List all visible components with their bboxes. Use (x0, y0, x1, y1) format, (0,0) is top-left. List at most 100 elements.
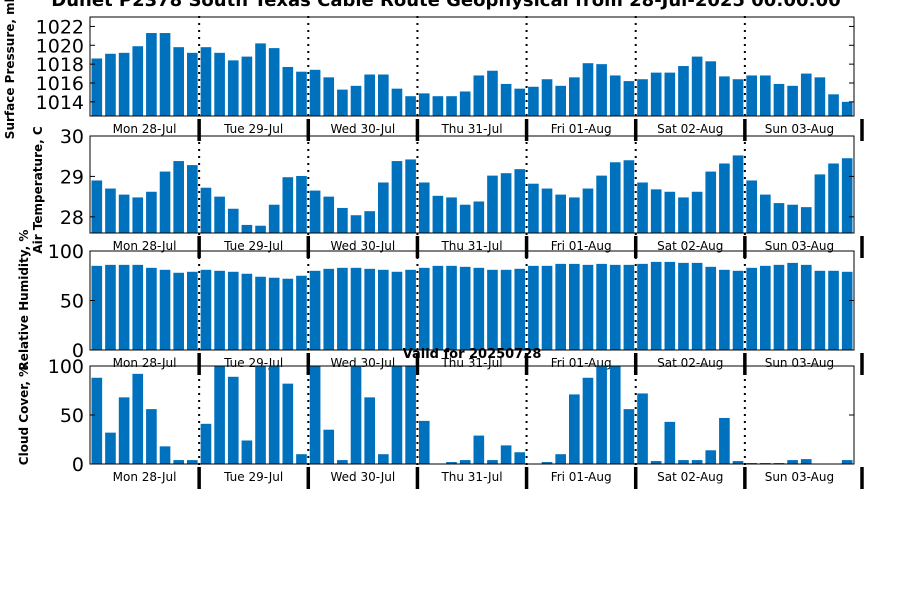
bar (787, 460, 798, 464)
y-tick-label: 30 (60, 126, 84, 148)
bar (350, 85, 362, 116)
bar (118, 52, 130, 116)
x-tick-label: Tue 29-Jul (223, 239, 283, 253)
bar (732, 155, 744, 233)
x-tick-label: Sun 03-Aug (765, 470, 834, 484)
bar (200, 423, 212, 464)
x-tick-label: Mon 28-Jul (113, 122, 177, 136)
bar (227, 60, 239, 116)
bar (268, 48, 280, 116)
bar (173, 272, 184, 350)
bar (623, 160, 635, 233)
bar (132, 197, 144, 233)
bar (569, 263, 580, 350)
bar (187, 52, 198, 116)
bar (487, 175, 498, 233)
x-tick-label: Fri 01-Aug (551, 239, 612, 253)
bar (664, 261, 676, 350)
x-tick-label: Wed 30-Jul (330, 470, 395, 484)
y-axis-label: Air Temperature, C (31, 126, 45, 254)
bar (91, 377, 103, 464)
bar (296, 454, 307, 464)
x-tick-label: Fri 01-Aug (551, 470, 612, 484)
bar (814, 77, 826, 116)
bar (146, 409, 157, 464)
bar (828, 163, 839, 233)
bar (391, 366, 403, 464)
bar (800, 264, 812, 350)
bar (732, 79, 744, 116)
bar (609, 264, 621, 350)
y-tick-label: 0 (72, 454, 84, 476)
bar (623, 81, 635, 116)
x-tick-label: Sun 03-Aug (765, 239, 834, 253)
bar (309, 190, 321, 233)
bar (227, 208, 239, 233)
bar (446, 265, 457, 350)
bar (487, 70, 498, 116)
bar (105, 264, 116, 350)
bar (391, 161, 403, 233)
bar (541, 265, 553, 350)
bar (596, 263, 607, 350)
bar (432, 96, 444, 116)
bar (800, 459, 812, 464)
bar (773, 83, 785, 116)
bar (268, 277, 280, 350)
figure-title: Dunet P2378 South Texas Cable Route Geop… (51, 0, 840, 11)
x-tick-label: Thu 31-Jul (440, 122, 502, 136)
bar (841, 158, 853, 233)
bar (528, 265, 539, 350)
bar (650, 189, 662, 233)
bar (787, 85, 798, 116)
bar (596, 366, 607, 464)
bar (569, 77, 580, 116)
bar (719, 269, 730, 350)
chart-panel-4: 0 50 100 Mon 28-Jul Tue 29-Jul Wed 30-Jul Thu … (17, 356, 864, 489)
y-tick-label: 28 (60, 207, 84, 229)
y-tick-label: 100 (48, 356, 84, 378)
bar (746, 267, 757, 350)
bar (691, 191, 703, 233)
bar (378, 454, 389, 464)
x-tick-label: Tue 29-Jul (223, 470, 283, 484)
bar (296, 176, 307, 233)
bar (200, 187, 212, 233)
bar (350, 366, 362, 464)
bar (650, 461, 662, 464)
bar (609, 75, 621, 116)
bar (664, 72, 676, 116)
bar (337, 89, 348, 116)
bar (432, 195, 444, 233)
y-tick-label: 50 (60, 291, 84, 313)
bar (91, 58, 103, 116)
bar (173, 460, 184, 464)
bar (418, 267, 430, 350)
bar (323, 268, 335, 350)
bar (282, 177, 294, 233)
bar (418, 420, 430, 464)
bar (268, 366, 280, 464)
bar (227, 376, 239, 464)
bar (664, 191, 676, 233)
y-tick-label: 1022 (36, 16, 84, 38)
bar (378, 182, 389, 233)
y-tick-label: 1020 (36, 35, 84, 57)
bar (541, 462, 553, 464)
y-axis-label: Cloud Cover, % (17, 365, 31, 465)
bar (187, 271, 198, 350)
y-axis-label: Relative Humidity, % (17, 230, 31, 371)
bar (691, 56, 703, 116)
bar (418, 93, 430, 116)
bar (214, 196, 225, 233)
axes-frame (89, 16, 855, 117)
bar (391, 271, 403, 350)
bar (350, 215, 362, 233)
bar (623, 264, 635, 350)
bar (459, 91, 471, 116)
bar (500, 83, 512, 116)
bar (541, 79, 553, 116)
bar (664, 421, 676, 464)
